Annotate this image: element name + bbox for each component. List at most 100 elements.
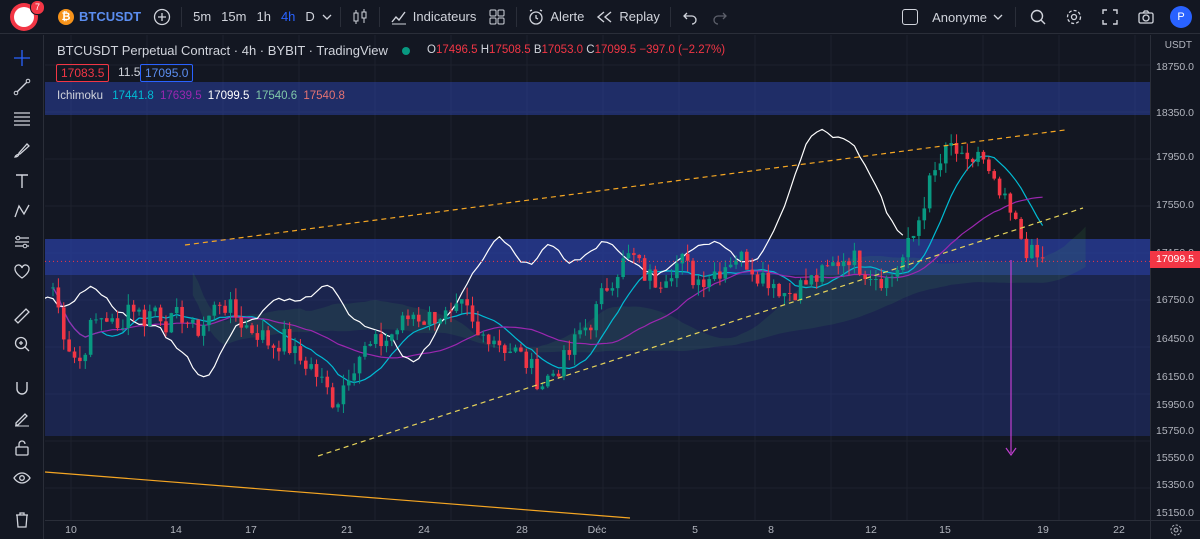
candle-body [664,281,668,288]
text-tool[interactable] [11,170,33,192]
top-toolbar: 7 ₿ BTCUSDT 5m 15m 1h 4h D Indicateurs A… [0,0,1200,34]
layouts-button[interactable] [482,0,512,34]
snapshot-button[interactable] [1128,0,1164,34]
candle-body [911,235,916,238]
pattern-tool[interactable] [11,200,33,222]
ichimoku-lead-b: 17540.8 [303,90,345,102]
candle-body [884,277,889,289]
candle-body [739,251,744,261]
candle-body [755,274,760,284]
candle-body [72,351,77,358]
spread-value: 11.5 [118,65,141,79]
candle-body [583,327,588,331]
candle-body [675,263,679,279]
hide-tool[interactable] [11,467,33,489]
candle-body [761,272,765,284]
settings-button[interactable] [1056,0,1092,34]
chevron-down-icon[interactable] [320,8,334,26]
candle-body [825,265,830,267]
sell-button[interactable]: 17083.5 [56,64,110,82]
candle-body [427,311,432,325]
candle-body [502,345,507,354]
symbol-search[interactable]: ₿ BTCUSDT [52,0,147,34]
chart-pane[interactable] [45,35,1150,520]
candle-body [809,275,814,285]
ruler-tool[interactable] [11,305,33,327]
favorites-tool[interactable] [11,261,33,283]
replay-button[interactable]: Replay [590,0,665,34]
prediction-tool[interactable] [11,231,33,253]
compare-button[interactable] [147,0,177,34]
candle-body [653,269,658,288]
redo-button[interactable] [705,0,735,34]
candle-body [239,317,244,328]
undo-button[interactable] [675,0,705,34]
axis-settings[interactable] [1150,520,1200,539]
candle-body [390,334,394,341]
candle-body [922,208,927,221]
chart-title: BTCUSDT Perpetual Contract · 4h · BYBIT … [57,43,388,58]
candle-body [174,306,179,314]
price-chart[interactable] [45,35,1150,520]
stay-drawing-tool[interactable] [11,407,33,429]
time-tick: 17 [245,524,257,536]
separator [1015,7,1016,27]
brush-tool[interactable] [11,139,33,161]
candle-body [352,373,356,381]
time-axis[interactable]: 10 14 17 21 24 28 Déc 5 8 12 15 19 22 [45,520,1150,539]
indicators-icon [391,11,406,24]
candle-body [642,258,647,281]
candle-body [416,314,421,322]
candle-body [169,313,174,333]
layout-checkbox[interactable] [902,9,919,25]
alert-label: Alerte [550,9,585,24]
remove-tool[interactable] [11,509,33,531]
timeframe-4h[interactable]: 4h [280,9,296,24]
indicators-button[interactable]: Indicateurs [384,0,483,34]
account-selector[interactable]: Anonyme [896,0,1011,34]
drawing-toolbar [0,35,44,539]
magnet-tool[interactable] [11,377,33,399]
fullscreen-button[interactable] [1092,0,1128,34]
candle-body [1003,193,1007,196]
candle-body [309,364,313,369]
candle-body [459,299,464,304]
heart-icon [14,264,30,279]
candle-body [868,279,873,281]
profile-avatar[interactable]: 7 [10,0,45,31]
candle-body [1019,218,1023,239]
lock-tool[interactable] [11,437,33,459]
grid [45,35,1150,520]
low-label: B [533,44,542,56]
separator [516,6,518,27]
alert-button[interactable]: Alerte [521,0,590,34]
trendline-tool[interactable] [11,76,33,98]
timeframe-5m[interactable]: 5m [193,9,212,24]
fib-tool[interactable] [11,107,33,129]
candle-body [890,276,894,278]
candle-body [788,293,792,295]
rewind-icon [597,10,612,23]
candle-body [847,261,851,266]
ichimoku-legend[interactable]: Ichimoku 17441.8 17639.5 17099.5 17540.6… [57,90,345,102]
zoom-tool[interactable] [11,333,33,355]
candle-body [626,253,631,259]
search-button[interactable] [1020,0,1056,34]
ichimoku-lagging: 17099.5 [207,90,250,102]
candle-body [863,274,867,280]
buy-button[interactable]: 17095.0 [140,64,194,82]
price-axis[interactable]: USDT 18750.0 18350.0 17950.0 17550.0 171… [1150,35,1200,520]
crosshair-tool[interactable] [11,47,33,69]
chart-type-button[interactable] [345,0,375,34]
timeframe-d[interactable]: D [305,9,315,24]
candle-body [325,376,330,388]
user-menu[interactable]: P [1164,0,1200,34]
current-price-label: 17099.5 [1150,251,1200,268]
candle-body [492,340,496,345]
candle-body [874,279,878,281]
timeframe-1h[interactable]: 1h [256,9,271,24]
timeframe-15m[interactable]: 15m [221,9,247,24]
candle-body [422,321,426,325]
candle-body [691,260,695,286]
candle-body [615,277,620,289]
